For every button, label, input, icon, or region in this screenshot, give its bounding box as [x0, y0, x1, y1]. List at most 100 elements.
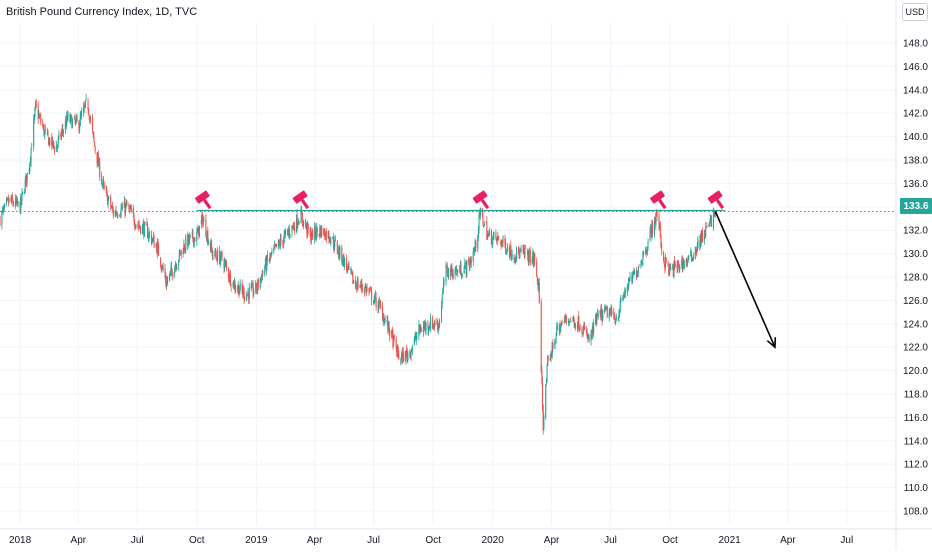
candle-body [473, 250, 476, 252]
candle-body [654, 217, 656, 225]
candle-body [442, 281, 445, 291]
candle-body [316, 227, 318, 233]
candle-body [71, 117, 73, 129]
candle-body [275, 244, 277, 246]
candle-body [230, 286, 232, 287]
candle-body [547, 356, 549, 358]
candle-body [187, 235, 189, 247]
candle-body [108, 196, 110, 199]
candle-body [10, 197, 12, 202]
candle-body [60, 134, 62, 138]
candle-body [332, 237, 334, 247]
candle-body [486, 221, 488, 239]
candle-body [501, 241, 503, 246]
candle-body [688, 256, 690, 259]
candle-body [33, 115, 35, 120]
candle-body [477, 228, 479, 237]
candle-body [370, 288, 372, 291]
candle-body [161, 268, 163, 270]
candle-body [305, 220, 307, 227]
candle-body [318, 234, 320, 235]
candle-body [469, 261, 471, 267]
candle-body [393, 336, 395, 347]
candle-body [311, 229, 313, 237]
y-tick-label: 124.0 [903, 319, 928, 330]
candle-body [660, 237, 662, 247]
candle-body [273, 245, 276, 248]
candle-body [388, 321, 390, 331]
candle-body [162, 265, 164, 270]
candle-body [687, 256, 689, 261]
candle-body [221, 253, 223, 260]
candle-body [134, 226, 136, 228]
candle-body [392, 332, 394, 348]
candle-body [578, 315, 580, 331]
candle-body [396, 346, 399, 357]
y-tick-label: 120.0 [903, 366, 928, 377]
candle-body [567, 320, 569, 322]
y-tick-label: 116.0 [904, 413, 929, 424]
candle-body [42, 122, 44, 127]
candle-body [184, 248, 186, 251]
candle-body [275, 243, 277, 247]
candle-body [672, 266, 674, 269]
candle-body [401, 351, 403, 356]
candle-body [713, 209, 715, 215]
candle-body [69, 115, 71, 122]
candle-body [637, 267, 639, 273]
candle-body [333, 245, 335, 249]
candle-body [618, 314, 620, 318]
candle-body [443, 282, 445, 284]
candle-body [586, 331, 588, 338]
y-tick-label: 136.0 [903, 179, 928, 190]
candle-body [75, 117, 77, 120]
candle-body [83, 105, 85, 107]
candle-body [508, 247, 511, 257]
candle-body [265, 258, 267, 270]
candle-body [599, 310, 601, 314]
candle-body [409, 352, 412, 358]
candle-body [577, 317, 579, 326]
hammer-icon [472, 190, 490, 210]
candle-body [410, 350, 412, 358]
candle-body [637, 272, 639, 274]
candle-body [664, 257, 667, 268]
candle-body [174, 266, 176, 273]
candle-body [260, 275, 263, 281]
candle-body [447, 275, 449, 277]
candle-body [554, 341, 556, 349]
candle-body [461, 276, 463, 277]
hammer-icon [650, 190, 667, 210]
candle-body [519, 249, 522, 251]
candle-body [579, 327, 581, 330]
candle-body [502, 236, 504, 243]
candle-body [683, 262, 685, 267]
candle-body [2, 209, 4, 212]
candle-body [492, 237, 494, 245]
candle-body [147, 236, 149, 239]
candle-body [525, 248, 527, 250]
candle-body [667, 261, 669, 268]
candle-body [3, 203, 6, 208]
candle-body [143, 222, 145, 237]
candle-body [138, 224, 140, 227]
candle-body [538, 282, 540, 304]
candle-body [187, 234, 189, 246]
candle-body [496, 238, 498, 241]
candle-body [295, 215, 298, 232]
candle-body [178, 250, 180, 260]
candle-body [89, 118, 91, 120]
candle-body [103, 185, 105, 189]
candle-body [446, 267, 448, 275]
candle-body [668, 268, 670, 275]
candle-body [655, 213, 657, 226]
candle-body [601, 310, 603, 322]
candle-body [306, 224, 308, 234]
candle-body [676, 264, 678, 269]
candle-body [651, 221, 653, 239]
currency-button[interactable]: USD [902, 3, 928, 21]
candle-body [420, 331, 423, 332]
candle-body [369, 290, 371, 291]
